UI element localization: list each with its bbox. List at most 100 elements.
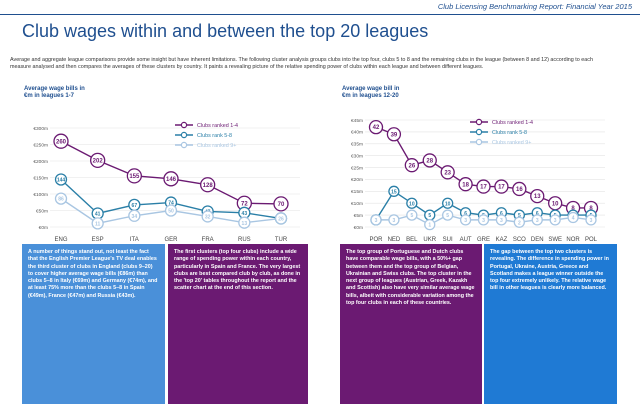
chart2-xtick-label: SWE bbox=[548, 237, 562, 243]
chart2-data-label: 5 bbox=[446, 213, 449, 219]
chart1-ylabel-line1: Average wage bills in bbox=[24, 86, 85, 92]
chart1-point bbox=[54, 192, 68, 205]
chart2-xtick-label: AUT bbox=[460, 237, 472, 243]
chart1-data-label: 260 bbox=[56, 139, 67, 145]
chart1-xtick-label: ENG bbox=[54, 237, 67, 243]
chart1-data-label: 50 bbox=[168, 209, 174, 215]
chart1-ytick-label: €0m bbox=[39, 225, 48, 231]
chart2-data-label: 6 bbox=[536, 211, 539, 217]
chart1-data-label: 146 bbox=[166, 177, 177, 183]
chart1-ytick-label: €250m bbox=[33, 142, 48, 148]
chart2-point bbox=[370, 214, 382, 226]
chart2-data-label: 18 bbox=[462, 182, 469, 188]
chart2-ytick-label: €35m bbox=[351, 142, 363, 148]
note-box-2: The first clusters (top four clubs) incl… bbox=[168, 244, 308, 404]
chart1-data-label: 70 bbox=[278, 202, 285, 208]
chart2-point bbox=[585, 214, 597, 226]
chart2-data-label: 8 bbox=[571, 206, 575, 212]
chart2-data-label: 4 bbox=[572, 216, 575, 222]
chart2-point bbox=[459, 214, 472, 226]
chart2-ytick-label: €30m bbox=[351, 153, 363, 159]
chart1-data-label: 41 bbox=[95, 212, 101, 218]
chart1-ytick-label: €100m bbox=[33, 192, 48, 198]
chart2-point bbox=[567, 211, 579, 224]
chart2-xtick-label: BEL bbox=[406, 237, 418, 243]
chart2-point bbox=[531, 214, 543, 226]
chart1-xtick-label: FRA bbox=[202, 237, 214, 243]
chart2-point bbox=[549, 214, 561, 226]
chart2-data-label: 8 bbox=[589, 206, 593, 212]
chart2-data-label: 3 bbox=[500, 218, 503, 224]
chart2-data-label: 3 bbox=[536, 218, 539, 224]
chart2-ytick-label: €20m bbox=[351, 177, 363, 183]
chart1-ytick-label: €50m bbox=[36, 208, 48, 214]
chart1-legend-label: Clubs rank 5-8 bbox=[197, 133, 232, 139]
chart1-point bbox=[163, 171, 179, 187]
chart1-point bbox=[54, 173, 68, 186]
chart2-data-label: 6 bbox=[500, 211, 503, 217]
chart2-ytick-label: €10m bbox=[351, 201, 363, 207]
chart-leagues-1-7: €0m €50m €100m €150m €200m €250m €300m ENG ESP IT… bbox=[33, 121, 300, 243]
chart1-legend-label: Clubs ranked 9+ bbox=[197, 143, 236, 149]
chart2-data-label: 3 bbox=[375, 218, 378, 224]
chart2-ytick-label: €15m bbox=[351, 189, 363, 195]
chart1-data-label: 144 bbox=[57, 178, 66, 184]
chart2-data-label: 16 bbox=[516, 187, 523, 193]
chart2-legend-label: Clubs ranked 9+ bbox=[492, 140, 531, 146]
chart2-data-label: 13 bbox=[534, 194, 541, 200]
chart1-ytick-label: €300m bbox=[33, 126, 48, 132]
chart2-data-label: 2 bbox=[518, 220, 521, 226]
chart2-point bbox=[406, 209, 418, 221]
chart2-data-label: 5 bbox=[518, 213, 521, 219]
chart1-data-label: 43 bbox=[242, 211, 248, 217]
chart2-point bbox=[513, 216, 525, 228]
chart2-legend-marker bbox=[475, 138, 483, 146]
chart1-point bbox=[164, 204, 178, 217]
chart2-data-label: 17 bbox=[480, 185, 487, 191]
chart2-ylabel: Average wage bill in €m in leagues 12-20 bbox=[342, 86, 399, 100]
chart2-point bbox=[530, 188, 545, 204]
chart2-data-label: 1 bbox=[428, 223, 431, 229]
chart2-point bbox=[368, 119, 384, 135]
chart2-data-label: 17 bbox=[498, 185, 505, 191]
chart2-data-label: 10 bbox=[409, 201, 415, 207]
chart2-xtick-label: SCO bbox=[513, 237, 526, 243]
chart1-legend-marker bbox=[180, 121, 188, 129]
chart-leagues-12-20: €0m €5m €10m €15m €20m €25m €30m €35m €40m €45m PO… bbox=[351, 118, 605, 243]
chart2-legend-marker bbox=[475, 118, 483, 126]
note-box-1: A number of things stand out, not least … bbox=[22, 244, 165, 404]
chart2-legend-label: Clubs ranked 1-4 bbox=[492, 120, 533, 126]
chart2-ytick-label: €45m bbox=[351, 118, 363, 124]
chart2-xtick-label: POL bbox=[585, 237, 598, 243]
chart2-legend-label: Clubs rank 5-8 bbox=[492, 130, 527, 136]
chart2-data-label: 3 bbox=[464, 218, 467, 224]
chart1-ytick-label: €150m bbox=[33, 175, 48, 181]
chart2-point bbox=[386, 127, 402, 142]
chart1-point bbox=[53, 133, 69, 149]
chart1-data-label: 202 bbox=[93, 158, 104, 164]
chart2-legend-marker bbox=[475, 128, 483, 136]
chart2-ytick-label: €0m bbox=[354, 225, 363, 231]
chart2-data-label: 42 bbox=[373, 125, 380, 131]
chart2-point bbox=[404, 158, 419, 173]
chart1-xtick-label: GER bbox=[164, 237, 178, 243]
chart2-data-label: 3 bbox=[393, 218, 396, 224]
chart1-point bbox=[91, 217, 104, 230]
chart2-data-label: 15 bbox=[391, 189, 397, 195]
chart1-point bbox=[90, 152, 106, 168]
chart2-data-label: 3 bbox=[590, 218, 593, 224]
chart1-data-label: 13 bbox=[242, 221, 248, 227]
chart2-point bbox=[406, 197, 418, 209]
chart2-point bbox=[476, 179, 491, 194]
chart2-point bbox=[422, 153, 437, 168]
chart1-point bbox=[128, 209, 141, 222]
chart1-data-label: 32 bbox=[205, 215, 211, 221]
chart2-ylabel-line2: €m in leagues 12-20 bbox=[342, 93, 399, 99]
chart1-legend-marker bbox=[180, 131, 188, 139]
chart1-point bbox=[238, 216, 251, 229]
chart2-xtick-label: POR bbox=[369, 237, 383, 243]
chart1-data-label: 72 bbox=[241, 201, 248, 207]
chart2-point bbox=[440, 165, 455, 180]
chart2-xtick-label: SUI bbox=[443, 237, 453, 243]
chart1-point bbox=[274, 212, 288, 225]
